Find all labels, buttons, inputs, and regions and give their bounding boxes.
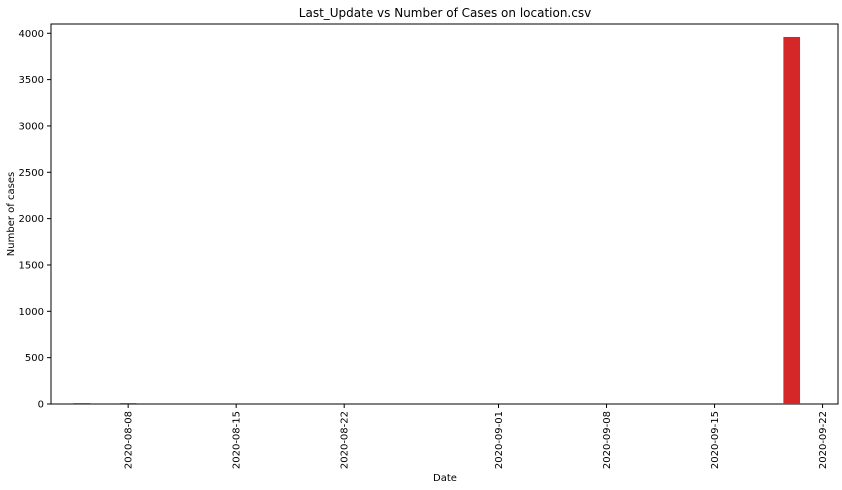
y-tick-label: 1000 (19, 307, 44, 318)
bar (783, 36, 801, 404)
x-tick-label: 2020-09-08 (602, 411, 613, 469)
y-tick-label: 500 (25, 353, 44, 364)
y-tick-label: 4000 (19, 29, 44, 40)
x-tick-label: 2020-08-15 (232, 411, 243, 469)
x-tick-label: 2020-08-22 (340, 411, 351, 469)
x-tick-label: 2020-09-22 (818, 411, 829, 469)
chart-title: Last_Update vs Number of Cases on locati… (299, 6, 591, 20)
y-tick-label: 1500 (19, 260, 44, 271)
x-tick-label: 2020-09-01 (494, 411, 505, 469)
y-axis: 0 500 1000 1500 2000 2500 3000 3500 4000 (19, 29, 51, 411)
y-tick-label: 3000 (19, 121, 44, 132)
x-tick-label: 2020-08-08 (124, 411, 135, 469)
y-tick-label: 3500 (19, 75, 44, 86)
x-tick-label: 2020-09-15 (710, 411, 721, 469)
x-axis: 2020-08-08 2020-08-15 2020-08-22 2020-09-01… (124, 404, 829, 469)
plot-area (50, 23, 839, 405)
bar (73, 403, 91, 404)
y-tick-label: 0 (38, 400, 44, 411)
y-axis-label: Number of cases (6, 172, 17, 256)
y-tick-label: 2000 (19, 214, 44, 225)
y-tick-label: 2500 (19, 168, 44, 179)
bar (119, 403, 137, 404)
bars (73, 36, 801, 404)
x-axis-label: Date (433, 473, 457, 484)
